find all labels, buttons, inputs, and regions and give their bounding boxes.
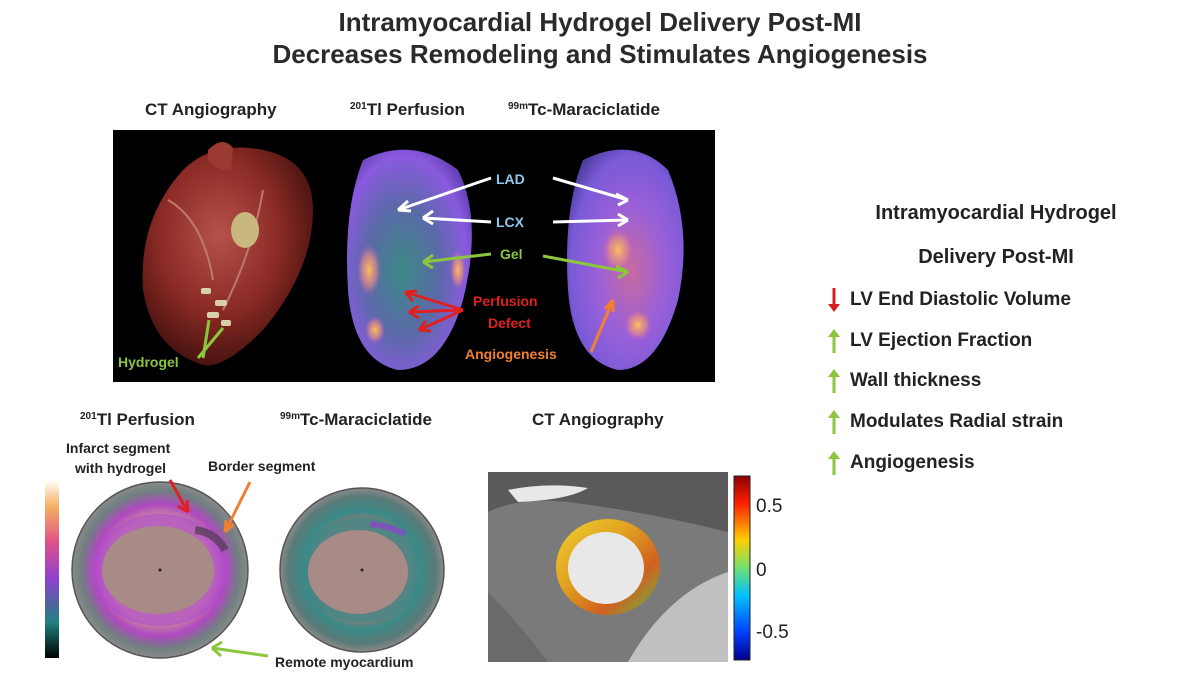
top-header-tc-text: Tc-Maraciclatide bbox=[528, 100, 660, 119]
arrow-up-icon bbox=[828, 410, 840, 434]
label-lcx: LCX bbox=[496, 214, 524, 230]
bottom-header-tc-superscript: 99m bbox=[280, 411, 301, 422]
label-border-segment: Border segment bbox=[208, 458, 316, 474]
ct-strain-image bbox=[488, 472, 728, 662]
top-header-ct: CT Angiography bbox=[145, 100, 277, 119]
strain-colorbar: 0.5 0 -0.5 bbox=[733, 475, 789, 661]
arrow-up-icon bbox=[828, 451, 840, 475]
bottom-polar-panel bbox=[45, 479, 445, 659]
label-defect: Defect bbox=[488, 315, 531, 331]
nuclear-color-scale bbox=[45, 480, 59, 658]
top-image-panel bbox=[113, 130, 715, 382]
effect-row: Modulates Radial strain bbox=[828, 408, 1063, 436]
effect-label: Angiogenesis bbox=[850, 452, 975, 473]
bottom-header-tl: 201Tl Perfusion bbox=[80, 410, 195, 430]
bottom-header-tc: 99mTc-Maraciclatide bbox=[280, 410, 432, 430]
tl-polar-image bbox=[71, 481, 249, 659]
effect-label: LV End Diastolic Volume bbox=[850, 289, 1071, 310]
tc-polar-image bbox=[279, 487, 445, 653]
label-hydrogel: Hydrogel bbox=[118, 354, 179, 370]
label-remote-myocardium: Remote myocardium bbox=[275, 654, 414, 670]
ct-heart-rendering bbox=[142, 141, 313, 366]
bottom-polar-arrows bbox=[168, 479, 269, 658]
top-header-tl: 201Tl Perfusion bbox=[350, 100, 465, 120]
top-header-tc: 99mTc-Maraciclatide bbox=[508, 100, 660, 120]
colorbar-tick-high: 0.5 bbox=[756, 496, 782, 517]
tl-perfusion-rendering bbox=[347, 149, 472, 370]
page-title: Intramyocardial Hydrogel Delivery Post-M… bbox=[0, 6, 1200, 70]
top-header-tc-superscript: 99m bbox=[508, 101, 529, 112]
summary-title-line-1: Intramyocardial Hydrogel bbox=[875, 202, 1117, 224]
colorbar-tick-zero: 0 bbox=[756, 560, 767, 581]
top-header-tl-superscript: 201 bbox=[350, 101, 367, 112]
effect-label: Modulates Radial strain bbox=[850, 411, 1064, 432]
label-perfusion: Perfusion bbox=[473, 293, 538, 309]
top-panel-arrows bbox=[196, 176, 629, 359]
effect-label: LV Ejection Fraction bbox=[850, 330, 1033, 351]
tc-maraciclatide-rendering bbox=[567, 149, 684, 370]
top-header-tl-text: Tl Perfusion bbox=[366, 100, 465, 119]
effect-label: Wall thickness bbox=[850, 370, 982, 391]
label-lad: LAD bbox=[496, 171, 525, 187]
title-line-2: Decreases Remodeling and Stimulates Angi… bbox=[272, 39, 928, 69]
effect-row: Wall thickness bbox=[828, 367, 981, 395]
bottom-header-tc-text: Tc-Maraciclatide bbox=[300, 410, 432, 429]
title-line-1: Intramyocardial Hydrogel Delivery Post-M… bbox=[338, 7, 862, 37]
effect-row: Angiogenesis bbox=[828, 449, 975, 477]
label-infarct-line-1: Infarct segment bbox=[66, 440, 171, 456]
arrow-up-icon bbox=[828, 329, 840, 353]
bottom-header-tl-superscript: 201 bbox=[80, 411, 97, 422]
bottom-header-ct: CT Angiography bbox=[532, 410, 664, 429]
bottom-header-tl-text: Tl Perfusion bbox=[96, 410, 195, 429]
label-infarct-line-2: with hydrogel bbox=[75, 460, 166, 476]
arrow-up-icon bbox=[828, 369, 840, 393]
effect-row: LV Ejection Fraction bbox=[828, 327, 1032, 355]
label-gel: Gel bbox=[500, 246, 523, 262]
colorbar-tick-low: -0.5 bbox=[756, 622, 789, 643]
label-angiogenesis: Angiogenesis bbox=[465, 346, 557, 362]
effect-row: LV End Diastolic Volume bbox=[828, 286, 1071, 314]
summary-title-line-2: Delivery Post-MI bbox=[918, 246, 1074, 268]
arrow-down-icon bbox=[828, 288, 840, 312]
